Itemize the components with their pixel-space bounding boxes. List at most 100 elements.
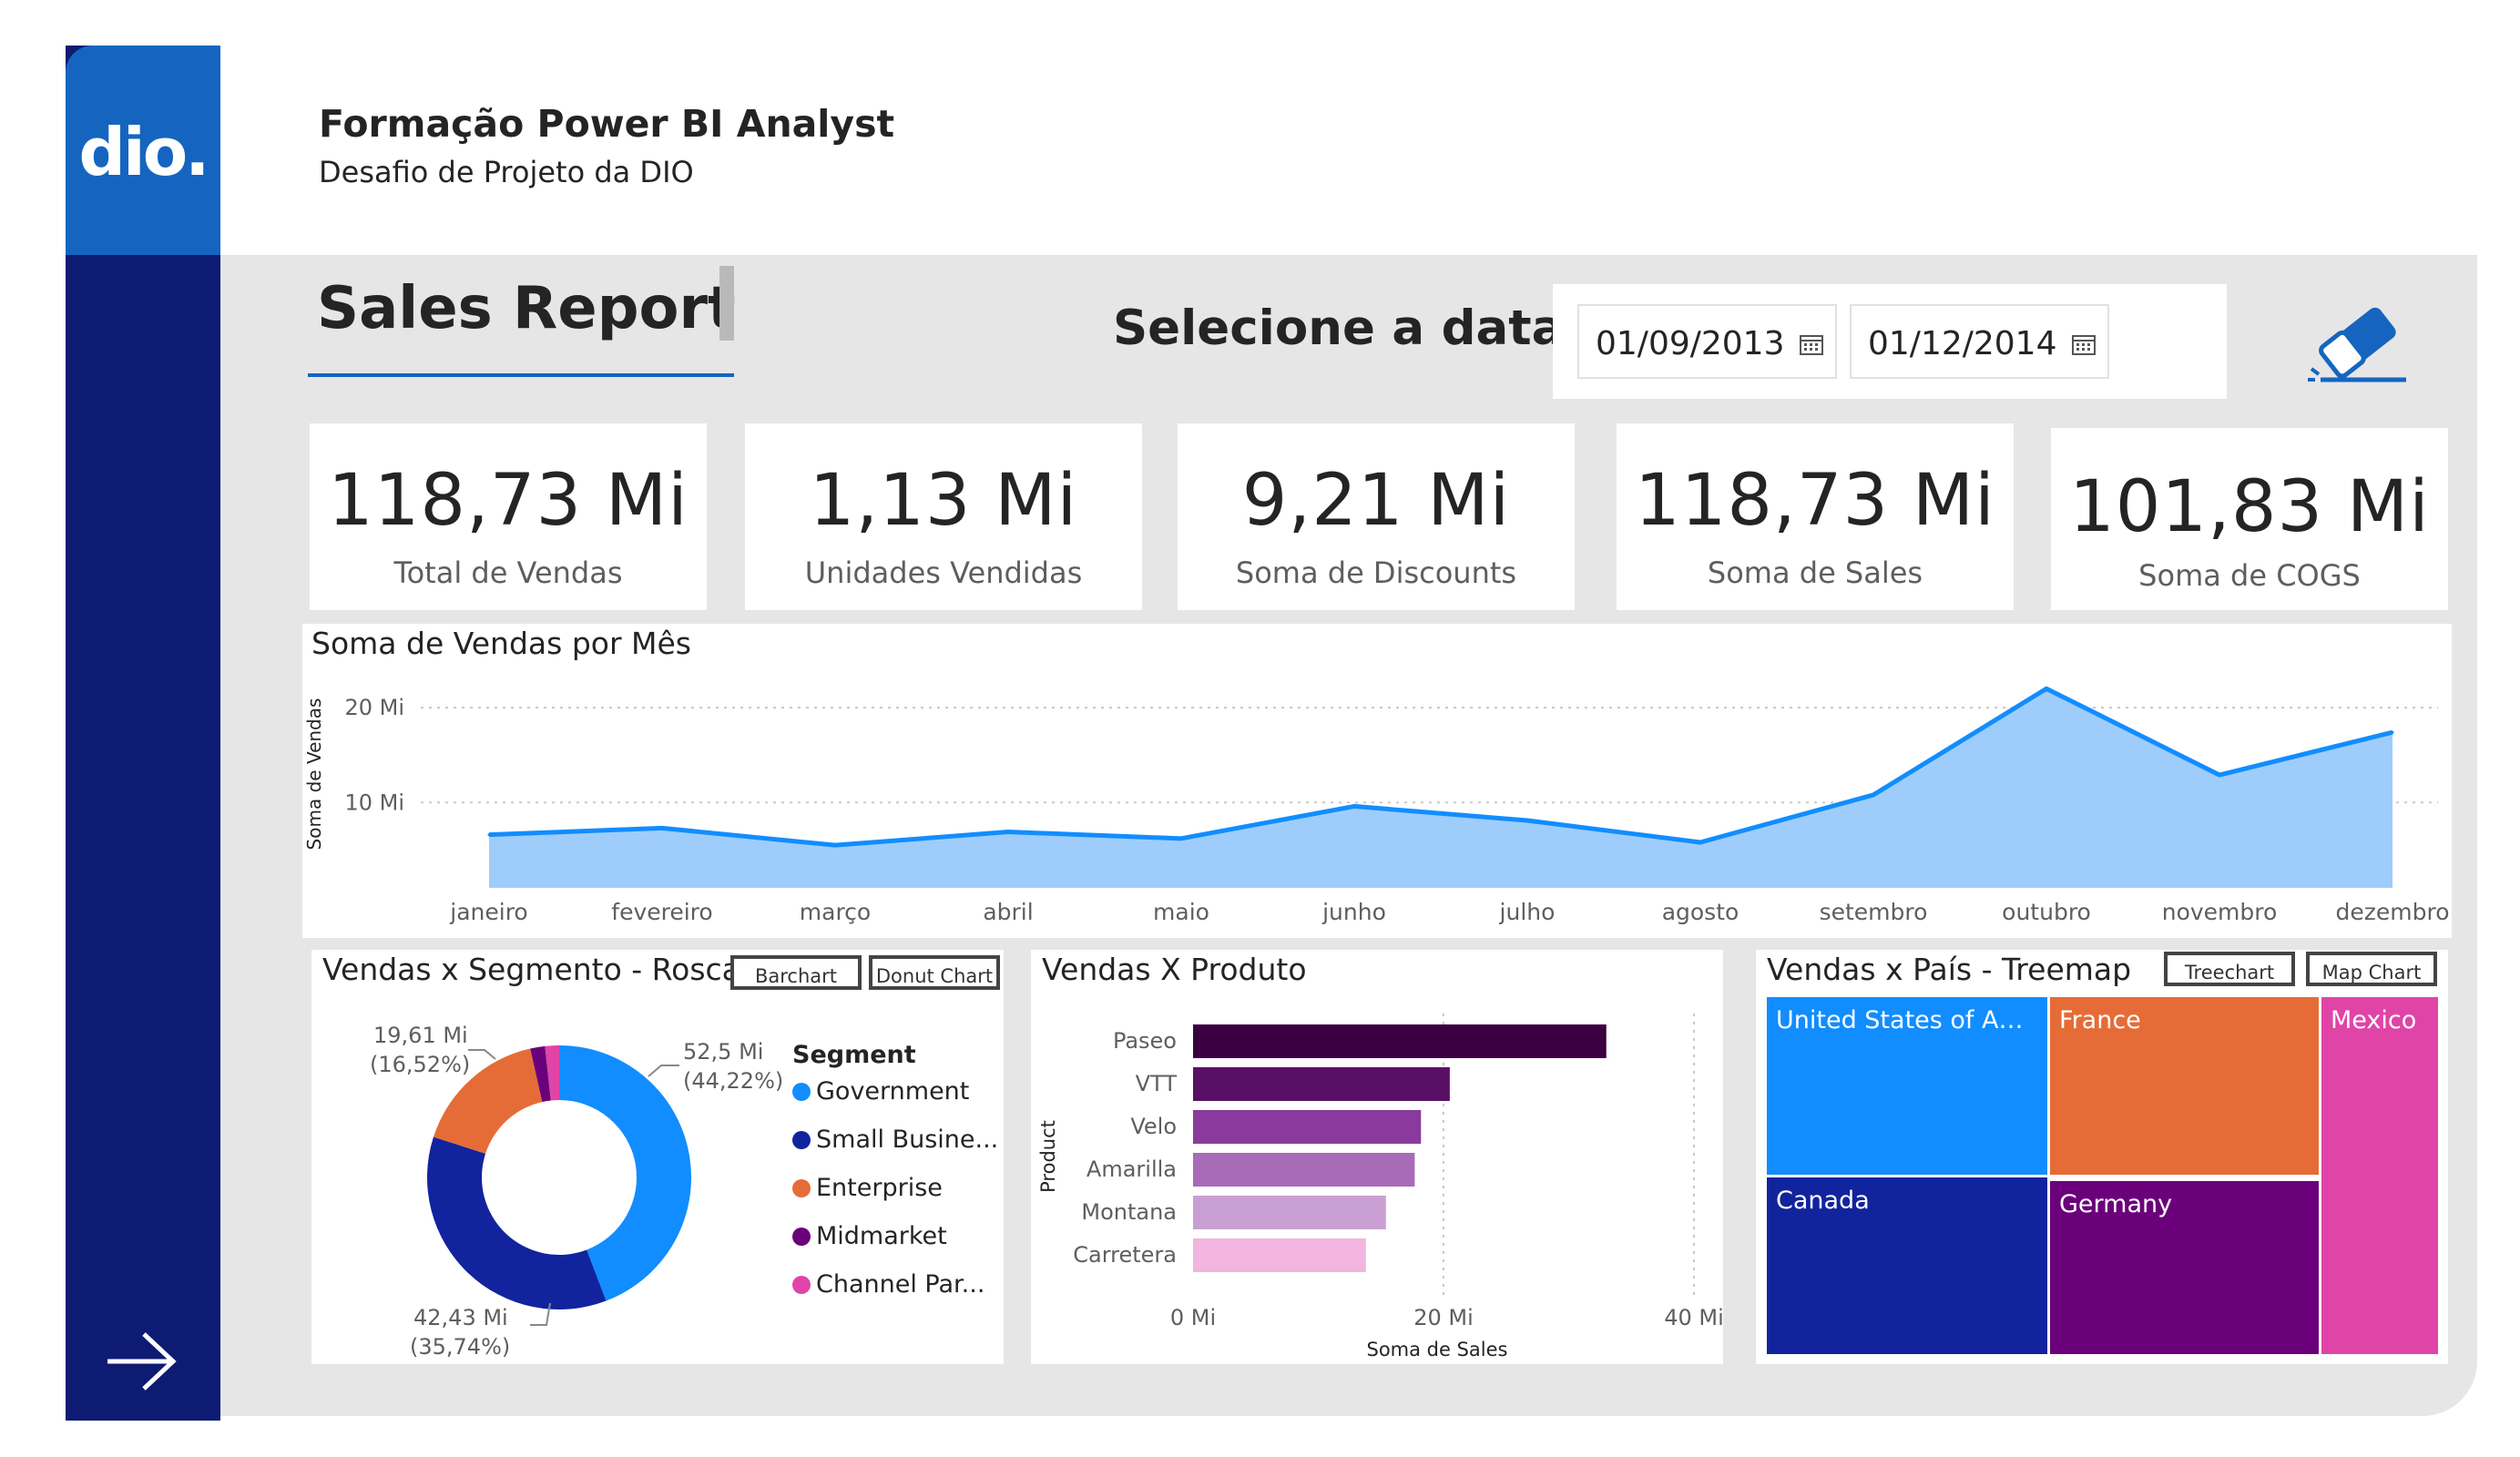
kpi-label: Soma de Discounts (1235, 555, 1517, 590)
x-tick-label: dezembro (2336, 899, 2450, 925)
title-underline (308, 373, 734, 377)
data-point[interactable] (1872, 793, 1875, 797)
donut-chart-title: Vendas x Segmento - Rosca (322, 952, 740, 987)
y-axis-label: Product (1037, 1120, 1059, 1193)
y-tick-label: Amarilla (1087, 1156, 1177, 1182)
data-point[interactable] (1179, 837, 1183, 841)
x-tick-label: setembro (1820, 899, 1928, 925)
logo-block: dio. (66, 46, 220, 255)
bar-chart-visual[interactable]: Vendas X Produto Paseo VTT Velo Amarilla Mon… (1031, 950, 1723, 1364)
legend-label: Small Busine... (816, 1126, 999, 1154)
donut-slice[interactable] (530, 1045, 551, 1103)
date-slicer: 01/09/2013 01/12/2014 (1553, 284, 2227, 399)
legend-marker (792, 1228, 811, 1246)
calendar-icon[interactable] (2072, 333, 2096, 355)
nav-next-button[interactable] (100, 1325, 182, 1398)
x-tick-label: abril (983, 899, 1033, 925)
date-start-value: 01/09/2013 (1596, 325, 1785, 362)
line-chart-svg: Soma de Vendas 10 Mi 20 Mi janeiro fevereiro… (303, 686, 2450, 925)
treemap-tile-germany[interactable]: Germany (2050, 1181, 2319, 1354)
legend-marker (792, 1083, 811, 1101)
data-point[interactable] (1006, 830, 1010, 834)
treemap-tile-mexico[interactable]: Mexico (2321, 997, 2438, 1354)
kpi-card-soma-discounts: 9,21 Mi Soma de Discounts (1178, 423, 1575, 610)
bar[interactable] (1193, 1110, 1422, 1144)
donut-chart-svg: 52,5 Mi (44,22%) 42,43 Mi (35,74%) 19,61 Mi (… (370, 1023, 783, 1360)
date-end-input[interactable]: 01/12/2014 (1850, 304, 2109, 379)
donut-data-label: 42,43 Mi (413, 1305, 508, 1330)
donut-data-label: (16,52%) (370, 1052, 470, 1077)
legend-item[interactable]: Small Busine... (792, 1126, 998, 1154)
date-start-input[interactable]: 01/09/2013 (1577, 304, 1837, 379)
legend-marker (792, 1131, 811, 1149)
treemap-label: Germany (2059, 1190, 2173, 1218)
report-header-subtitle: Desafio de Projeto da DIO (319, 155, 694, 189)
data-point[interactable] (833, 843, 837, 847)
legend-label: Enterprise (816, 1174, 943, 1202)
y-tick-label: Paseo (1113, 1028, 1177, 1054)
kpi-card-soma-cogs: 101,83 Mi Soma de COGS (2051, 428, 2448, 610)
donut-chart-toggle-button[interactable]: Donut Chart (869, 955, 1000, 990)
kpi-label: Soma de Sales (1707, 555, 1923, 590)
data-point[interactable] (2218, 773, 2221, 777)
donut-slice[interactable] (433, 1048, 543, 1154)
bar-chart-title: Vendas X Produto (1042, 952, 1307, 987)
calendar-icon[interactable] (1800, 333, 1823, 355)
legend-title: Segment (792, 1041, 916, 1069)
donut-data-label: (35,74%) (410, 1334, 510, 1360)
title-accent-bar (719, 266, 734, 341)
legend-item[interactable]: Government (792, 1077, 969, 1105)
data-point[interactable] (1525, 819, 1529, 822)
bar[interactable] (1193, 1238, 1366, 1272)
donut-data-label: 19,61 Mi (373, 1023, 468, 1048)
x-tick-label: agosto (1662, 899, 1740, 925)
treemap-label: Mexico (2331, 1006, 2417, 1034)
kpi-value: 9,21 Mi (1241, 460, 1511, 542)
donut-chart-visual[interactable]: Vendas x Segmento - Rosca Barchart Donut… (311, 950, 1004, 1364)
bar[interactable] (1193, 1153, 1415, 1187)
barchart-toggle-button[interactable]: Barchart (730, 955, 862, 990)
x-tick-label: outubro (2002, 899, 2091, 925)
y-axis-label: Soma de Vendas (303, 698, 325, 851)
data-point[interactable] (1699, 841, 1702, 844)
data-point[interactable] (2391, 730, 2394, 734)
bar[interactable] (1193, 1024, 1607, 1058)
y-tick-label: Montana (1081, 1199, 1177, 1225)
clear-filters-button[interactable] (2304, 296, 2413, 387)
treemap-label: Canada (1776, 1187, 1870, 1215)
legend-item[interactable]: Channel Par... (792, 1270, 985, 1299)
kpi-value: 118,73 Mi (328, 460, 689, 542)
data-point[interactable] (1352, 804, 1356, 808)
legend-item[interactable]: Enterprise (792, 1174, 943, 1202)
kpi-card-soma-sales: 118,73 Mi Soma de Sales (1617, 423, 2014, 610)
donut-slice[interactable] (545, 1045, 559, 1101)
series-line (488, 686, 2393, 848)
kpi-label: Total de Vendas (393, 555, 623, 590)
x-tick-label: 20 Mi (1413, 1305, 1474, 1330)
y-tick-label: Carretera (1073, 1242, 1177, 1268)
treechart-toggle-button[interactable]: Treechart (2164, 952, 2295, 986)
map-chart-toggle-button[interactable]: Map Chart (2306, 952, 2437, 986)
data-point[interactable] (487, 833, 491, 837)
donut-slice[interactable] (559, 1045, 692, 1301)
x-tick-label: 40 Mi (1664, 1305, 1723, 1330)
sidebar (66, 46, 220, 1421)
data-point[interactable] (660, 826, 664, 830)
bar[interactable] (1193, 1067, 1450, 1101)
kpi-label: Soma de COGS (2138, 558, 2361, 593)
x-tick-label: maio (1153, 899, 1209, 925)
treemap-visual[interactable]: Vendas x País - Treemap Treechart Map Ch… (1756, 950, 2448, 1364)
kpi-value: 118,73 Mi (1635, 460, 1995, 542)
data-point[interactable] (2045, 687, 2048, 690)
treemap-tile-canada[interactable]: Canada (1767, 1177, 2047, 1354)
leader-line (648, 1065, 679, 1077)
x-tick-label: março (800, 899, 871, 925)
x-tick-label: 0 Mi (1170, 1305, 1216, 1330)
legend-item[interactable]: Midmarket (792, 1222, 947, 1250)
bar[interactable] (1193, 1196, 1386, 1229)
kpi-label: Unidades Vendidas (804, 555, 1083, 590)
line-chart-visual[interactable]: Soma de Vendas por Mês Soma de Vendas 10 … (302, 624, 2452, 938)
treemap-tile-usa[interactable]: United States of Amer... (1767, 997, 2047, 1175)
donut-slice[interactable] (427, 1136, 607, 1309)
treemap-tile-france[interactable]: France (2050, 997, 2319, 1175)
